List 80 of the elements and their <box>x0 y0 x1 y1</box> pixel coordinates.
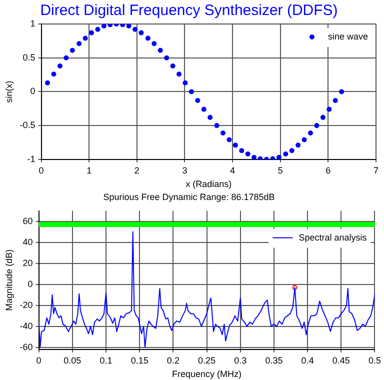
x-tick-label: 7 <box>373 165 379 176</box>
point <box>320 114 326 120</box>
point <box>170 63 176 68</box>
x-tick-label: 0.1 <box>100 355 112 366</box>
point <box>89 30 94 36</box>
chart-title: Direct Digital Frequency Synthesizer (DDFS) <box>40 2 338 20</box>
point <box>176 72 182 77</box>
point <box>226 137 232 142</box>
point <box>332 98 338 103</box>
x-tick-label: 0.2 <box>166 355 180 366</box>
y-tick-label: 1 <box>30 18 36 28</box>
point <box>239 148 244 154</box>
point <box>252 154 257 160</box>
point <box>138 30 144 36</box>
point <box>126 24 132 29</box>
point <box>314 123 320 128</box>
point <box>76 41 82 46</box>
point <box>95 26 100 32</box>
x-tick-label: 0.35 <box>265 355 283 366</box>
x-tick-label: 5 <box>278 165 283 176</box>
x-tick-label: 0.05 <box>64 355 82 366</box>
x-tick-label: 4 <box>230 165 236 176</box>
point <box>220 130 226 136</box>
point <box>158 48 163 53</box>
point <box>182 80 188 86</box>
point <box>51 72 56 77</box>
y-tick-label: -1 <box>27 154 36 164</box>
point <box>232 142 238 148</box>
y-tick-label: -0.5 <box>20 120 36 130</box>
y-axis-title: sin(x) <box>4 80 14 103</box>
point <box>45 80 50 86</box>
chart-title: Spurious Free Dynamic Range: 86.1785dB <box>103 192 275 202</box>
y-tick-label: -40 <box>20 320 33 331</box>
x-tick-label: 0.45 <box>332 355 350 366</box>
point <box>64 55 69 60</box>
x-tick-label: 0 <box>38 165 44 176</box>
x-tick-label: 0.5 <box>368 355 381 366</box>
point <box>188 89 194 94</box>
y-tick-label: 40 <box>22 236 33 247</box>
point <box>283 151 288 156</box>
point <box>208 114 213 120</box>
point <box>276 154 282 160</box>
legend-label: sine wave <box>328 31 368 42</box>
legend-label: Spectral analysis <box>298 232 368 242</box>
y-tick-label: 60 <box>22 216 33 226</box>
y-tick-label: 0.5 <box>22 52 36 62</box>
y-tick-label: 0 <box>30 86 36 96</box>
y-axis-title: Magnitude (dB) <box>4 249 14 311</box>
x-tick-label: 0.4 <box>301 355 314 366</box>
x-tick-label: 1 <box>86 165 92 176</box>
point <box>145 36 150 41</box>
point <box>201 106 206 112</box>
point <box>289 148 294 154</box>
point <box>195 98 200 103</box>
x-tick-label: 2 <box>134 165 140 176</box>
x-tick-label: 3 <box>182 165 188 176</box>
point <box>101 24 106 29</box>
point <box>82 36 88 41</box>
point <box>308 130 313 136</box>
y-tick-label: 20 <box>22 258 33 268</box>
y-tick-label: -20 <box>20 300 33 310</box>
x-tick-label: 0.15 <box>130 355 148 366</box>
point <box>326 106 332 112</box>
x-axis-title: Frequency (MHz) <box>172 369 242 380</box>
x-tick-label: 0.25 <box>198 355 216 366</box>
point <box>339 89 344 94</box>
y-tick-label: 0 <box>28 278 33 289</box>
point <box>132 26 138 32</box>
point <box>57 63 62 68</box>
point <box>152 41 157 46</box>
point <box>302 137 307 142</box>
x-axis-title: x (Radians) <box>186 179 232 190</box>
point <box>70 48 75 53</box>
point <box>245 151 250 156</box>
point <box>296 142 301 148</box>
x-tick-label: 6 <box>326 165 331 176</box>
point <box>164 55 170 60</box>
x-tick-label: 0.3 <box>234 355 247 366</box>
y-tick-label: -60 <box>20 342 33 352</box>
point <box>214 123 220 128</box>
